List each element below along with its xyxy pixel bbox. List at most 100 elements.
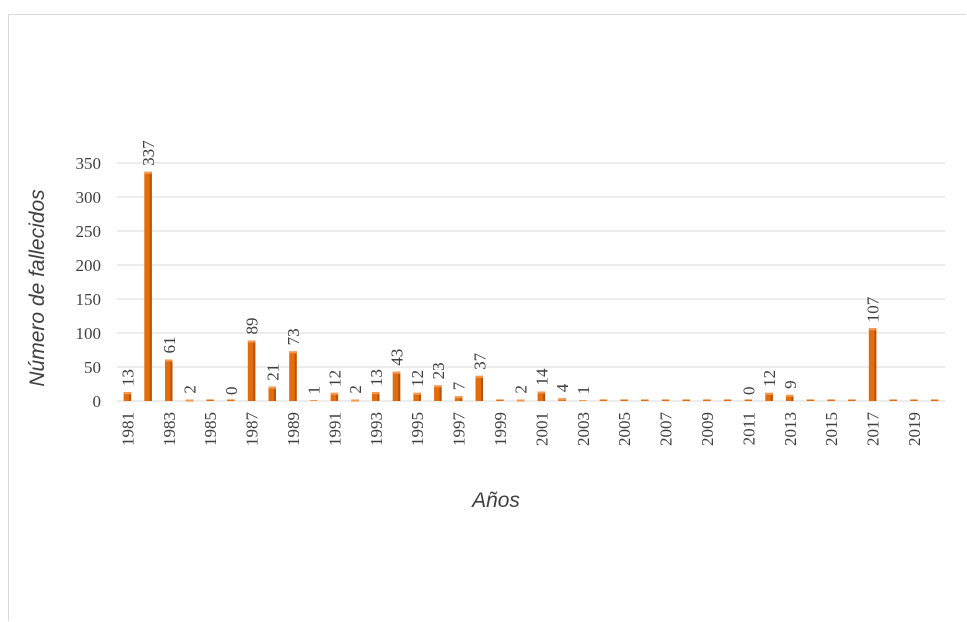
gridlines bbox=[117, 162, 945, 402]
bar bbox=[123, 392, 132, 401]
y-tick-label: 0 bbox=[93, 392, 102, 411]
bar-face bbox=[123, 392, 132, 401]
bar-top bbox=[537, 391, 546, 394]
bar-top bbox=[289, 351, 297, 354]
x-tick-label: 1993 bbox=[367, 412, 386, 446]
data-label: 73 bbox=[284, 328, 303, 345]
bar bbox=[309, 400, 318, 401]
bar-side bbox=[791, 394, 794, 401]
bar bbox=[848, 399, 856, 401]
bar bbox=[413, 392, 421, 401]
x-tick-label: 2017 bbox=[864, 412, 883, 447]
bar-side bbox=[418, 392, 421, 401]
data-label: 107 bbox=[864, 296, 883, 322]
x-tick-label: 1989 bbox=[284, 412, 303, 446]
bars bbox=[123, 171, 939, 402]
x-tick-label: 2003 bbox=[574, 412, 593, 446]
x-tick-label: 1981 bbox=[118, 412, 137, 446]
data-label: 337 bbox=[139, 140, 158, 166]
bar bbox=[165, 359, 173, 401]
bar-face bbox=[434, 385, 442, 401]
x-tick-label: 1991 bbox=[325, 412, 344, 446]
bar-top bbox=[392, 371, 401, 374]
data-label: 12 bbox=[325, 370, 344, 387]
bar-face bbox=[454, 396, 463, 401]
x-tick-label: 1983 bbox=[160, 412, 179, 446]
bar-face bbox=[599, 399, 608, 401]
x-tick-label: 2019 bbox=[905, 412, 924, 446]
bar-top bbox=[434, 385, 442, 388]
bar-face bbox=[496, 399, 504, 401]
bar-top bbox=[516, 399, 525, 402]
bar-top bbox=[558, 398, 566, 401]
bar-face bbox=[703, 399, 711, 401]
bar-face bbox=[289, 351, 297, 401]
bar-side bbox=[336, 392, 339, 401]
bar-top bbox=[165, 359, 173, 362]
bar-face bbox=[413, 392, 421, 401]
bar-side bbox=[481, 375, 483, 401]
bar bbox=[661, 399, 670, 401]
bar-face bbox=[372, 392, 380, 401]
bar-side bbox=[253, 340, 256, 401]
bar-face bbox=[806, 399, 815, 401]
bar bbox=[268, 386, 276, 401]
bar-top bbox=[454, 396, 463, 399]
bar bbox=[765, 392, 773, 401]
bar bbox=[620, 399, 628, 401]
bar-face bbox=[827, 399, 835, 401]
bar-side bbox=[874, 328, 877, 401]
bar-face bbox=[930, 399, 939, 401]
data-label: 13 bbox=[118, 369, 137, 386]
data-label: 14 bbox=[532, 368, 551, 386]
bar-face bbox=[392, 371, 401, 401]
bar bbox=[558, 398, 566, 401]
data-label: 89 bbox=[243, 317, 262, 334]
bar-face bbox=[537, 391, 546, 401]
chart-frame bbox=[8, 14, 966, 621]
bar-top bbox=[868, 328, 877, 331]
bar-face bbox=[786, 394, 794, 401]
x-tick-label: 1985 bbox=[201, 412, 220, 446]
data-label: 9 bbox=[781, 380, 800, 389]
bar-face bbox=[868, 328, 877, 401]
bar-side bbox=[543, 391, 546, 401]
bar-top bbox=[123, 392, 132, 395]
bar bbox=[641, 399, 649, 401]
bar-side bbox=[274, 386, 276, 401]
bar bbox=[351, 399, 359, 402]
bar-face bbox=[889, 399, 897, 401]
bar bbox=[496, 399, 504, 401]
data-label: 43 bbox=[387, 349, 406, 366]
y-tick-label: 200 bbox=[76, 256, 102, 275]
bar-top bbox=[330, 392, 339, 395]
bar bbox=[392, 371, 401, 401]
bar bbox=[247, 340, 256, 401]
bar bbox=[372, 392, 380, 401]
bar bbox=[289, 351, 297, 401]
y-tick-label: 150 bbox=[76, 290, 102, 309]
data-label: 12 bbox=[408, 370, 427, 387]
x-tick-label: 2013 bbox=[781, 412, 800, 446]
bar-face bbox=[330, 392, 339, 401]
bar-face bbox=[661, 399, 670, 401]
y-tick-labels: 0 50 100 150 200 250 300 350 bbox=[76, 154, 102, 411]
bar-side bbox=[377, 392, 380, 401]
bar-face bbox=[309, 400, 318, 401]
bar-face bbox=[227, 399, 235, 401]
data-label: 37 bbox=[470, 352, 489, 370]
bar-face bbox=[165, 359, 173, 401]
bar-face bbox=[723, 399, 732, 401]
bar bbox=[930, 399, 939, 401]
bar-top bbox=[351, 399, 359, 402]
bar-top bbox=[413, 392, 421, 395]
x-tick-label: 2015 bbox=[822, 412, 841, 446]
bar-face bbox=[682, 399, 690, 401]
bar-side bbox=[170, 359, 173, 401]
bar bbox=[744, 399, 753, 401]
bar-face bbox=[475, 375, 483, 401]
bar-face bbox=[910, 399, 918, 401]
bar-top bbox=[268, 386, 276, 389]
bar bbox=[703, 399, 711, 401]
